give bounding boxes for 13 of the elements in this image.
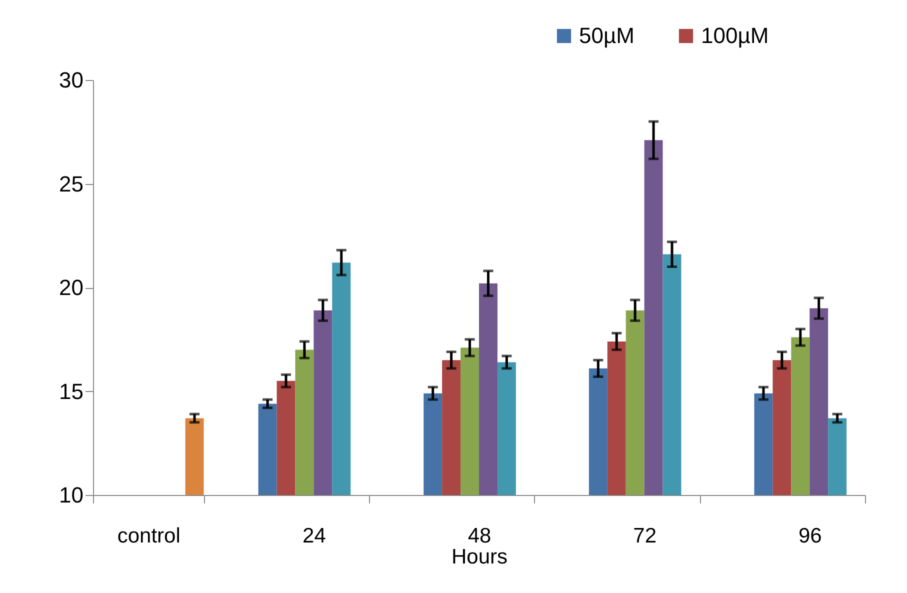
y-tick-label: 10 <box>59 482 84 508</box>
x-axis-title: Hours <box>451 546 508 568</box>
legend-label: 50µM <box>579 23 634 48</box>
x-tick-label: control <box>117 524 180 548</box>
y-tick-label: 25 <box>59 171 84 196</box>
legend-label: 100µM <box>701 23 769 48</box>
x-tick-label: 24 <box>302 524 326 548</box>
x-tick-label: 72 <box>633 524 656 548</box>
x-tick-label: 48 <box>468 524 492 548</box>
x-tick-label: 96 <box>798 524 822 548</box>
y-tick-label: 15 <box>59 378 84 404</box>
y-tick-label: 30 <box>59 68 84 92</box>
y-tick-label: 20 <box>59 275 84 300</box>
